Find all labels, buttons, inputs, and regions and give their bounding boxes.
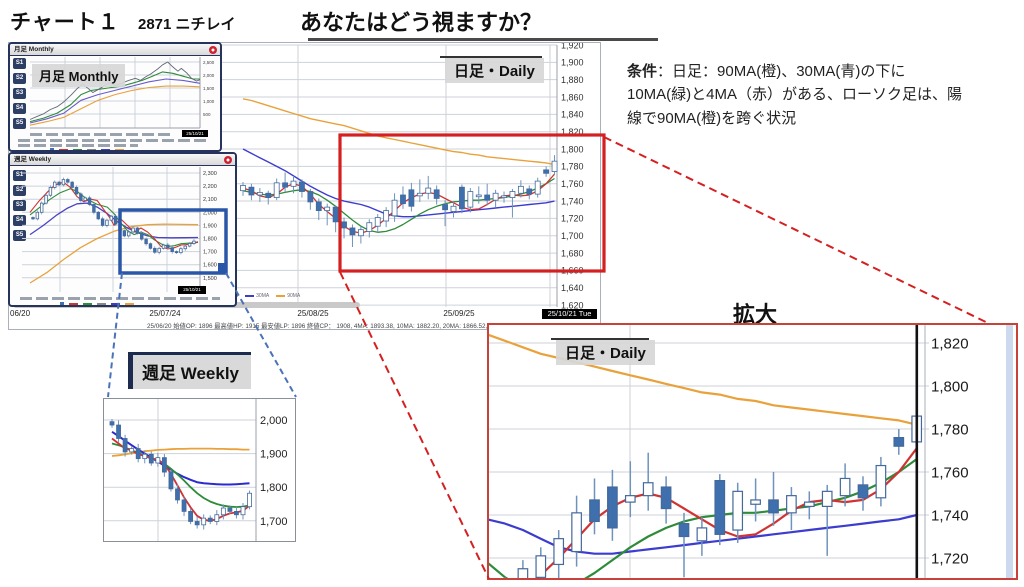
svg-text:1,740: 1,740: [931, 507, 969, 524]
monthly-titlebar[interactable]: 月足 Monthly: [10, 44, 220, 56]
svg-text:1,720: 1,720: [561, 214, 584, 224]
svg-text:1,500: 1,500: [203, 276, 217, 282]
close-icon[interactable]: [224, 156, 232, 164]
legend-item: 90MA: [276, 293, 300, 299]
sidebar-button-s5[interactable]: S5: [13, 118, 26, 129]
weekly-titlebar[interactable]: 週足 Weekly: [10, 154, 235, 166]
enlarged-label-topline: [551, 338, 649, 340]
x-axis-date: 25/09/25: [443, 309, 475, 318]
x-axis-date: 25/07/24: [149, 309, 181, 318]
svg-text:2,200: 2,200: [203, 184, 217, 190]
svg-text:1,740: 1,740: [561, 196, 584, 206]
weekly-sidebar: S1 S2 S3 S4 S5: [13, 170, 26, 245]
micro-text-row: [20, 297, 220, 300]
x-axis-date: 06/20: [10, 309, 31, 318]
svg-text:1,700: 1,700: [260, 516, 288, 528]
svg-text:1,640: 1,640: [561, 283, 584, 293]
svg-text:1,780: 1,780: [561, 162, 584, 172]
svg-text:1,760: 1,760: [561, 179, 584, 189]
daily-label-topline: [440, 56, 542, 58]
svg-text:2,100: 2,100: [203, 197, 217, 203]
monthly-chart-label: 月足 Monthly: [32, 64, 126, 87]
weekly-legend: [60, 302, 134, 305]
svg-text:1,700: 1,700: [203, 250, 217, 256]
sidebar-button-s3[interactable]: S3: [13, 200, 26, 211]
svg-text:2,000: 2,000: [203, 73, 215, 78]
svg-text:1,000: 1,000: [203, 99, 215, 104]
monthly-chart-window: 月足 Monthly S1 S2 S3 S4 S5 2,500 2,000 1,500 1,0…: [8, 42, 222, 152]
svg-text:1,800: 1,800: [203, 236, 217, 242]
svg-text:1,840: 1,840: [561, 110, 584, 120]
weekly-date-badge: 25/10/21: [178, 286, 206, 294]
micro-text-row: [18, 139, 208, 142]
enlarged-daily-chart: 1,820 1,800 1,780 1,760 1,740 1,720: [487, 323, 1018, 580]
sidebar-button-s2[interactable]: S2: [13, 73, 26, 84]
svg-text:1,780: 1,780: [931, 421, 969, 438]
legend-item: 30MA: [245, 293, 269, 299]
enlarged-daily-plot[interactable]: 1,820 1,800 1,780 1,760 1,740 1,720: [489, 325, 1016, 578]
micro-text-row: [18, 144, 138, 147]
sidebar-button-s4[interactable]: S4: [13, 215, 26, 226]
weekly-zoom-label: 週足 Weekly: [128, 352, 252, 389]
svg-text:1,680: 1,680: [561, 248, 584, 258]
svg-text:1,900: 1,900: [203, 223, 217, 229]
svg-text:2,000: 2,000: [260, 415, 288, 427]
svg-text:2,000: 2,000: [203, 210, 217, 216]
svg-text:1,660: 1,660: [561, 266, 584, 276]
svg-text:1,800: 1,800: [931, 378, 969, 395]
svg-text:1,760: 1,760: [931, 464, 969, 481]
sidebar-button-s4[interactable]: S4: [13, 103, 26, 114]
monthly-sidebar: S1 S2 S3 S4 S5: [13, 58, 26, 133]
sidebar-button-s2[interactable]: S2: [13, 185, 26, 196]
svg-text:1,900: 1,900: [260, 449, 288, 461]
svg-text:1,700: 1,700: [561, 231, 584, 241]
ticker-label: 2871 ニチレイ: [138, 16, 236, 33]
enlarged-chart-label: 日足・Daily: [556, 340, 655, 365]
page-title: チャート１: [10, 11, 120, 34]
sidebar-button-s5[interactable]: S5: [13, 230, 26, 241]
x-axis-date: 25/08/25: [297, 309, 329, 318]
current-date-badge: 25/10/21 Tue: [542, 309, 597, 319]
daily-chart-label: 日足・Daily: [445, 58, 544, 83]
svg-text:1,880: 1,880: [561, 75, 584, 85]
svg-text:1,920: 1,920: [561, 43, 584, 50]
svg-text:1,800: 1,800: [260, 482, 288, 494]
close-icon[interactable]: [209, 46, 217, 54]
weekly-plot[interactable]: 2,300 2,200 2,100 2,000 1,900 1,800 1,700 1,600…: [10, 165, 235, 295]
svg-text:1,620: 1,620: [561, 300, 584, 310]
header-underline-dark: [308, 38, 658, 41]
svg-text:2,300: 2,300: [203, 171, 217, 177]
svg-text:500: 500: [203, 112, 211, 117]
svg-text:1,720: 1,720: [931, 550, 969, 567]
svg-text:2,500: 2,500: [203, 60, 215, 65]
svg-text:1,820: 1,820: [931, 335, 969, 352]
sidebar-button-s3[interactable]: S3: [13, 88, 26, 99]
condition-label: 条件: [627, 63, 658, 80]
weekly-zoom-plot[interactable]: 2,000 1,900 1,800 1,700: [104, 399, 295, 541]
question-text: あなたはどう視ますか？: [300, 10, 543, 35]
condition-text: 条件：日足：90MA(橙)、30MA(青)の下に 10MA(緑)と4MA（赤）が…: [627, 63, 963, 127]
ohlc-info-line: 25/06/20 始値OP: 1896 最高値HP: 1915 最安値LP: 1…: [147, 323, 532, 330]
svg-text:1,500: 1,500: [203, 86, 215, 91]
micro-text-row: [30, 133, 170, 136]
svg-text:1,600: 1,600: [203, 263, 217, 269]
sidebar-button-s1[interactable]: S1: [13, 58, 26, 69]
monthly-legend: [50, 148, 124, 150]
weekly-chart-window: 週足 Weekly S1 S2 S3 S4 S5 2,300 2,200 2,100 2,00…: [8, 152, 237, 307]
svg-text:1,800: 1,800: [561, 144, 584, 154]
monthly-date-badge: 25/10/21: [182, 130, 208, 137]
svg-text:1,820: 1,820: [561, 127, 584, 137]
sidebar-button-s1[interactable]: S1: [13, 170, 26, 181]
weekly-zoom-chart: 2,000 1,900 1,800 1,700: [103, 398, 296, 542]
svg-text:1,860: 1,860: [561, 92, 584, 102]
svg-text:1,900: 1,900: [561, 58, 584, 68]
